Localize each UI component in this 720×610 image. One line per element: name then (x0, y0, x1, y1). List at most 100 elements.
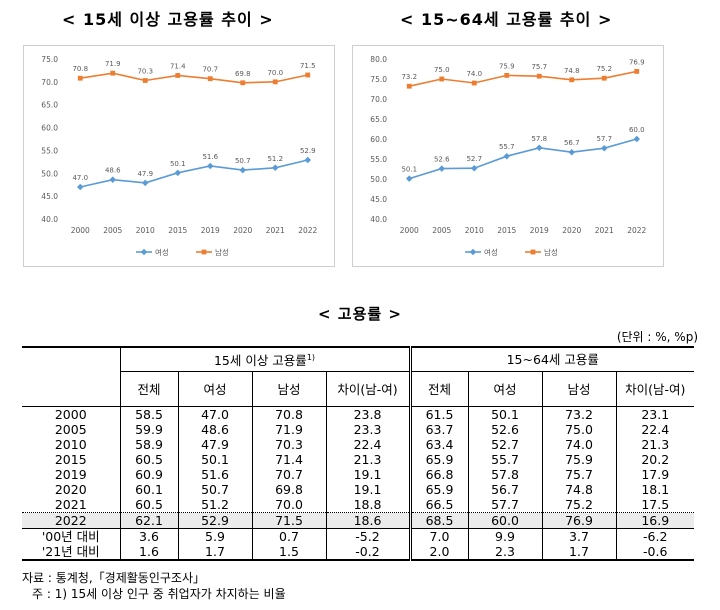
value-cell: 59.9 (119, 422, 178, 437)
y-tick-label: 40.0 (370, 215, 387, 224)
value-cell: 58.9 (119, 437, 178, 452)
data-point-female (568, 148, 576, 156)
table-row: 2010 58.9 47.9 70.3 22.4 63.4 52.7 74.0 21.3 (22, 437, 694, 452)
value-cell: 0.7 (251, 528, 326, 544)
table-row: 2019 60.9 51.6 70.7 19.1 66.8 57.8 75.7 17.9 (22, 467, 694, 482)
data-label: 69.8 (235, 70, 251, 78)
y-tick-label: 40.0 (41, 215, 58, 224)
data-point-female (633, 135, 641, 143)
chart-2-title: < 15~64세 고용률 추이 > (400, 10, 613, 29)
legend-marker-female (469, 248, 477, 256)
data-point-female (503, 152, 511, 160)
value-cell: 60.9 (119, 467, 178, 482)
data-point-female (304, 156, 312, 164)
value-cell: -5.2 (325, 528, 410, 544)
value-cell: 66.8 (408, 467, 468, 482)
legend-label: 여성 (484, 247, 498, 257)
value-cell: 5.9 (177, 528, 252, 544)
value-cell: 58.5 (119, 406, 178, 422)
data-point-male (207, 76, 213, 82)
y-tick-label: 70.0 (370, 95, 387, 104)
y-tick-label: 80.0 (370, 55, 387, 64)
x-tick-label: 2020 (233, 226, 252, 235)
x-tick-label: 2010 (136, 226, 155, 235)
value-cell: 7.0 (408, 528, 468, 544)
x-tick-label: 2021 (595, 226, 614, 235)
data-point-female (109, 176, 117, 183)
data-point-female (174, 169, 182, 177)
value-cell: -6.2 (615, 528, 694, 544)
value-cell: 70.7 (251, 467, 326, 482)
data-point-female (239, 166, 247, 174)
source-note: 자료 : 통계청,「경제활동인구조사」 (22, 571, 206, 585)
data-label: 71.9 (105, 60, 121, 68)
value-cell: 57.7 (467, 497, 542, 513)
data-point-male (601, 75, 607, 81)
value-cell: 71.5 (251, 512, 326, 529)
data-point-female (76, 183, 84, 191)
series-line-female (409, 138, 637, 180)
value-cell: 68.5 (408, 512, 468, 529)
y-tick-label: 65.0 (370, 115, 387, 124)
row-label-cell: 2019 (54, 467, 87, 482)
data-label: 74.0 (466, 70, 482, 78)
value-cell: 66.5 (408, 497, 468, 513)
value-cell: 1.7 (541, 544, 616, 561)
data-point-male (240, 80, 246, 86)
row-label-cell: 2020 (54, 482, 87, 497)
value-cell: 47.9 (177, 437, 252, 452)
value-cell: 76.9 (541, 512, 616, 529)
data-point-male (536, 73, 542, 79)
x-tick-label: 2022 (298, 226, 317, 235)
col-male-1: 남성 (251, 371, 326, 407)
y-tick-label: 50.0 (370, 175, 387, 184)
x-tick-label: 2000 (71, 226, 90, 235)
value-cell: 23.3 (325, 422, 410, 437)
y-tick-label: 50.0 (41, 169, 58, 178)
unit-label: (단위 : %, %p) (616, 330, 698, 344)
data-point-male (175, 73, 181, 78)
data-label: 75.2 (596, 65, 612, 73)
value-cell: 16.9 (615, 512, 694, 529)
data-point-female (438, 165, 446, 172)
data-point-male (569, 77, 575, 83)
table-row: 2015 60.5 50.1 71.4 21.3 65.9 55.7 75.9 20.2 (22, 452, 694, 467)
value-cell: 70.0 (251, 497, 326, 513)
employment-rate-table: 15세 이상 고용률1) 15~64세 고용률 전체 여성 남성 차이(남-여)… (22, 346, 694, 561)
data-label: 75.9 (499, 62, 515, 70)
data-label: 47.0 (72, 174, 88, 182)
table-row-diff: '21년 대비 1.6 1.7 1.5 -0.2 2.0 2.3 1.7 -0.6 (22, 544, 694, 561)
col-total-1: 전체 (119, 371, 178, 407)
y-tick-label: 55.0 (370, 155, 387, 164)
y-tick-label: 75.0 (41, 55, 58, 64)
value-cell: 75.2 (541, 497, 616, 513)
x-tick-label: 2015 (168, 226, 187, 235)
row-label-cell: 2005 (54, 422, 87, 437)
y-tick-label: 70.0 (41, 78, 58, 87)
chart-2-plot: 40.0 45.0 50.0 55.0 60.0 65.0 70.0 75.0 80.0 2000… (370, 55, 646, 257)
y-tick-label: 55.0 (41, 146, 58, 155)
value-cell: 60.1 (119, 482, 178, 497)
y-tick-label: 45.0 (41, 192, 58, 201)
data-label: 73.2 (401, 73, 417, 81)
value-cell: 1.7 (177, 544, 252, 561)
data-label: 75.7 (531, 63, 547, 71)
data-label: 71.5 (300, 62, 316, 70)
y-tick-label: 45.0 (370, 195, 387, 204)
value-cell: 3.6 (119, 528, 178, 544)
data-point-female (535, 144, 543, 152)
y-tick-label: 60.0 (370, 135, 387, 144)
data-label: 52.6 (434, 156, 450, 164)
data-point-male (504, 73, 510, 78)
row-label-cell: 2000 (54, 407, 87, 422)
value-cell: 18.6 (325, 512, 410, 529)
data-label: 51.2 (267, 155, 283, 163)
table-row: 2021 60.5 51.2 70.0 18.8 66.5 57.7 75.2 17.5 (22, 497, 694, 513)
table-row: 2005 59.9 48.6 71.9 23.3 63.7 52.6 75.0 22.4 (22, 422, 694, 437)
data-label: 51.6 (202, 153, 218, 161)
data-label: 75.0 (434, 66, 450, 74)
col-female-2: 여성 (467, 371, 542, 407)
legend-marker-female (140, 248, 148, 256)
data-label: 52.9 (300, 147, 316, 155)
value-cell: -0.6 (615, 544, 694, 561)
